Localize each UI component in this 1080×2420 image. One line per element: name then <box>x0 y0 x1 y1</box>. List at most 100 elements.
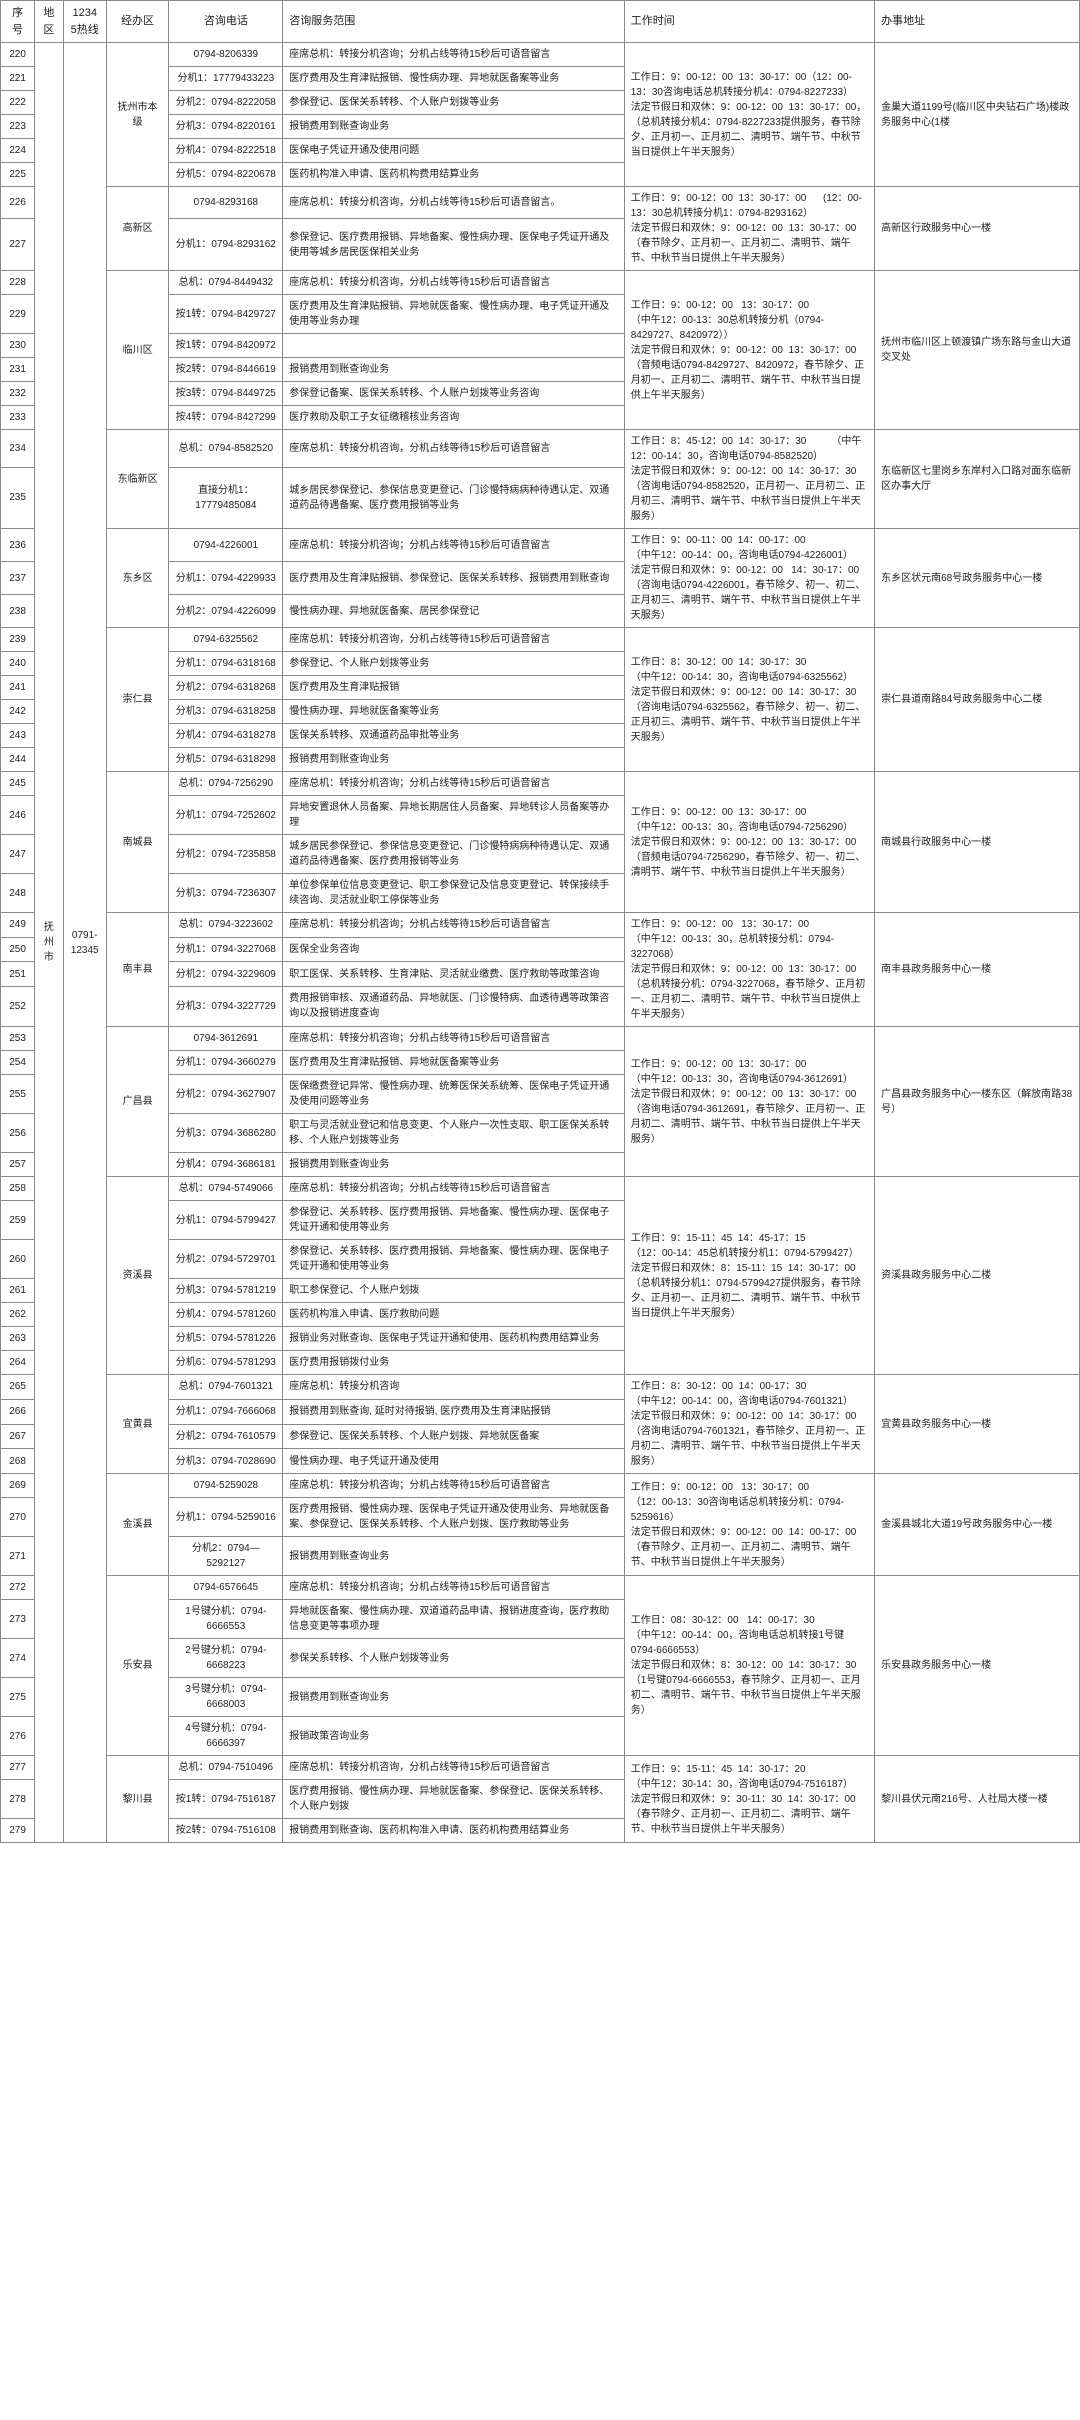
cell-scope: 医疗费用及生育津贴报销、异地就医备案、慢性病办理、电子凭证开通及使用等业务办理 <box>283 295 624 334</box>
cell-phone: 分机1：0794-8293162 <box>169 219 283 271</box>
cell-seq: 265 <box>1 1375 35 1400</box>
table-row: 228临川区总机：0794-8449432座席总机：转接分机咨询，分机占线等待1… <box>1 271 1080 295</box>
cell-phone: 分机4：0794-3686181 <box>169 1153 283 1177</box>
cell-scope: 座席总机：转接分机咨询，分机占线等待15秒后可语音留言 <box>283 1756 624 1780</box>
cell-phone: 分机2：0794-4226099 <box>169 595 283 628</box>
cell-phone: 分机1：17779433223 <box>169 67 283 91</box>
cell-phone: 0794-6325562 <box>169 628 283 652</box>
cell-district: 南丰县 <box>106 913 169 1027</box>
cell-seq: 231 <box>1 358 35 382</box>
cell-addr: 南城县行政服务中心一楼 <box>875 772 1080 913</box>
cell-seq: 238 <box>1 595 35 628</box>
cell-phone: 2号键分机：0794-6668223 <box>169 1639 283 1678</box>
cell-phone: 分机2：0794-5729701 <box>169 1240 283 1279</box>
cell-seq: 278 <box>1 1780 35 1819</box>
cell-time: 工作日：9：00-11：00 14：00-17：00 （中午12：00-14：0… <box>624 529 874 628</box>
cell-district: 金溪县 <box>106 1474 169 1576</box>
cell-seq: 275 <box>1 1678 35 1717</box>
cell-phone: 分机6：0794-5781293 <box>169 1351 283 1375</box>
cell-phone: 0794-4226001 <box>169 529 283 562</box>
cell-seq: 221 <box>1 67 35 91</box>
cell-seq: 250 <box>1 937 35 962</box>
th-phone: 咨询电话 <box>169 1 283 43</box>
cell-phone: 分机1：0794-4229933 <box>169 562 283 595</box>
cell-phone: 分机2：0794—5292127 <box>169 1537 283 1576</box>
cell-seq: 257 <box>1 1153 35 1177</box>
cell-phone: 分机3：0794-8220161 <box>169 115 283 139</box>
cell-seq: 266 <box>1 1399 35 1424</box>
cell-seq: 226 <box>1 187 35 219</box>
cell-phone: 总机：0794-8582520 <box>169 430 283 468</box>
cell-seq: 243 <box>1 724 35 748</box>
cell-seq: 256 <box>1 1114 35 1153</box>
cell-scope <box>283 334 624 358</box>
cell-scope: 医疗救助及职工子女征缴稽核业务咨询 <box>283 406 624 430</box>
cell-scope: 报销费用到账查询、医药机构准入申请、医药机构费用结算业务 <box>283 1819 624 1843</box>
cell-scope: 医保全业务咨询 <box>283 937 624 962</box>
cell-phone: 分机3：0794-5781219 <box>169 1279 283 1303</box>
cell-time: 工作日：9：00-12：00 13：30-17：00 (12：00-13：30总… <box>624 187 874 271</box>
cell-scope: 座席总机：转接分机咨询，分机占线等待15秒后可语音留言 <box>283 628 624 652</box>
th-district: 经办区 <box>106 1 169 43</box>
cell-phone: 按2转：0794-8446619 <box>169 358 283 382</box>
cell-phone: 总机：0794-3223602 <box>169 913 283 938</box>
cell-seq: 237 <box>1 562 35 595</box>
table-row: 226高新区0794-8293168座席总机：转接分机咨询，分机占线等待15秒后… <box>1 187 1080 219</box>
cell-scope: 异地安置退休人员备案、异地长期居住人员备案、异地转诊人员备案等办理 <box>283 796 624 835</box>
cell-scope: 医药机构准入申请、医疗救助问题 <box>283 1303 624 1327</box>
cell-scope: 医疗费用报销、慢性病办理、医保电子凭证开通及使用业务、异地就医备案、参保登记、医… <box>283 1498 624 1537</box>
cell-seq: 263 <box>1 1327 35 1351</box>
cell-scope: 座席总机：转接分机咨询，分机占线等待15秒后可语音留言 <box>283 271 624 295</box>
table-row: 234东临新区总机：0794-8582520座席总机：转接分机咨询，分机占线等待… <box>1 430 1080 468</box>
cell-phone: 分机4：0794-8222518 <box>169 139 283 163</box>
cell-phone: 分机2：0794-6318268 <box>169 676 283 700</box>
cell-seq: 264 <box>1 1351 35 1375</box>
cell-phone: 分机4：0794-5781260 <box>169 1303 283 1327</box>
cell-seq: 234 <box>1 430 35 468</box>
cell-scope: 医保电子凭证开通及使用问题 <box>283 139 624 163</box>
cell-phone: 按1转：0794-8420972 <box>169 334 283 358</box>
cell-scope: 医疗费用及生育津贴报销、慢性病办理、异地就医备案等业务 <box>283 67 624 91</box>
cell-addr: 崇仁县道南路84号政务服务中心二楼 <box>875 628 1080 772</box>
cell-phone: 分机4：0794-6318278 <box>169 724 283 748</box>
cell-phone: 分机1：0794-7252602 <box>169 796 283 835</box>
cell-seq: 261 <box>1 1279 35 1303</box>
th-scope: 咨询服务范围 <box>283 1 624 43</box>
cell-district: 东临新区 <box>106 430 169 529</box>
cell-phone: 按4转：0794-8427299 <box>169 406 283 430</box>
cell-scope: 医疗费用及生育津贴报销、参保登记、医保关系转移、报销费用到账查询 <box>283 562 624 595</box>
cell-seq: 230 <box>1 334 35 358</box>
cell-phone: 分机2：0794-3229609 <box>169 962 283 987</box>
cell-scope: 报销费用到账查询业务 <box>283 115 624 139</box>
table-row: 277黎川县总机：0794-7510496座席总机：转接分机咨询，分机占线等待1… <box>1 1756 1080 1780</box>
cell-scope: 单位参保单位信息变更登记、职工参保登记及信息变更登记、转保接续手续咨询、灵活就业… <box>283 874 624 913</box>
th-addr: 办事地址 <box>875 1 1080 43</box>
cell-seq: 239 <box>1 628 35 652</box>
cell-addr: 抚州市临川区上顿渡镇广场东路与金山大道交叉处 <box>875 271 1080 430</box>
cell-seq: 258 <box>1 1177 35 1201</box>
table-body: 220抚州市0791-12345抚州市本级0794-8206339座席总机：转接… <box>1 43 1080 1843</box>
table-row: 239崇仁县0794-6325562座席总机：转接分机咨询，分机占线等待15秒后… <box>1 628 1080 652</box>
cell-time: 工作日：8：45-12：00 14：30-17：30 （中午12：00-14：3… <box>624 430 874 529</box>
table-row: 265宜黄县总机：0794-7601321座席总机：转接分机咨询工作日：8：30… <box>1 1375 1080 1400</box>
cell-phone: 1号键分机：0794-6666553 <box>169 1600 283 1639</box>
cell-time: 工作日：9：00-12：00 13：30-17：00 （中午12：00-13：3… <box>624 271 874 430</box>
header-row: 序号 地区 12345热线 经办区 咨询电话 咨询服务范围 工作时间 办事地址 <box>1 1 1080 43</box>
cell-time: 工作日：9：00-12：00 13：30-17：00 （中午12：00-13：3… <box>624 772 874 913</box>
cell-seq: 224 <box>1 139 35 163</box>
cell-phone: 4号键分机：0794-6666397 <box>169 1717 283 1756</box>
cell-phone: 分机1：0794-3660279 <box>169 1051 283 1075</box>
cell-scope: 医疗费用及生育津贴报销、异地就医备案等业务 <box>283 1051 624 1075</box>
cell-seq: 241 <box>1 676 35 700</box>
table-row: 269金溪县0794-5259028座席总机：转接分机咨询；分机占线等待15秒后… <box>1 1474 1080 1498</box>
cell-phone: 总机：0794-7510496 <box>169 1756 283 1780</box>
cell-seq: 260 <box>1 1240 35 1279</box>
cell-scope: 参保登记、关系转移、医疗费用报销、异地备案、慢性病办理、医保电子凭证开通和使用等… <box>283 1240 624 1279</box>
cell-scope: 座席总机：转接分机咨询；分机占线等待15秒后可语音留言 <box>283 529 624 562</box>
cell-scope: 报销费用到账查询业务 <box>283 1537 624 1576</box>
cell-seq: 235 <box>1 467 35 528</box>
cell-district: 宜黄县 <box>106 1375 169 1474</box>
cell-district: 抚州市本级 <box>106 43 169 187</box>
cell-addr: 乐安县政务服务中心一楼 <box>875 1576 1080 1756</box>
cell-seq: 252 <box>1 986 35 1026</box>
